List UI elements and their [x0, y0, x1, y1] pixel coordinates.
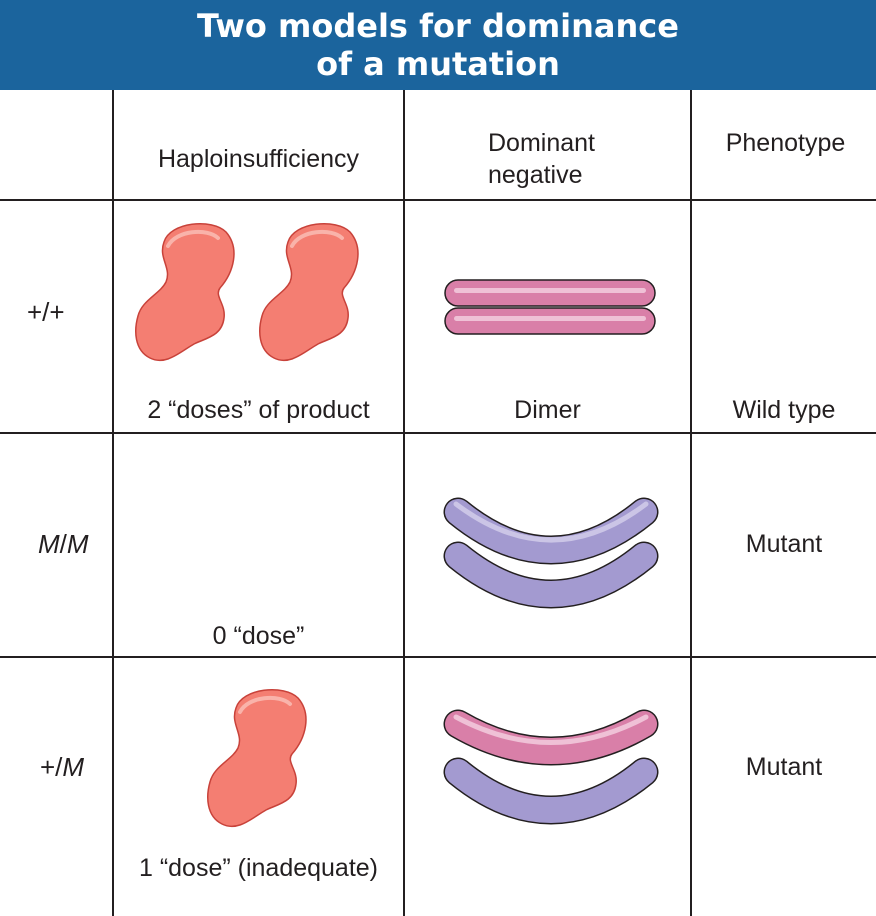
header-phenotype: Phenotype: [725, 129, 846, 157]
genotype-label-row-3: +/M: [40, 751, 112, 783]
title-banner: Two models for dominance of a mutation: [0, 0, 876, 90]
protein-blob-icon-2: [259, 222, 359, 362]
header-divider: [0, 199, 876, 201]
phenotype-row-1: Wild type: [732, 396, 836, 424]
header-haploinsufficiency: Haploinsufficiency: [157, 145, 360, 173]
header-dominant-negative-line-1: Dominant: [488, 129, 595, 157]
header-dominant-negative: Dominant negative: [405, 127, 690, 191]
phenotype-row-2: Mutant: [745, 530, 823, 558]
dose-caption-row-3: 1 “dose” (inadequate): [138, 854, 379, 882]
protein-blob-icon-3: [207, 688, 307, 828]
protein-blob-icon-1: [135, 222, 235, 362]
dose-caption-row-2: 0 “dose”: [212, 622, 305, 650]
genotype-label-row-2: M/M: [38, 528, 112, 560]
dimer-caption-row-1: Dimer: [514, 396, 581, 424]
mixed-dimer-icon: [443, 709, 659, 825]
genotype-label-row-1: +/+: [27, 297, 65, 327]
header-dominant-negative-line-2: negative: [488, 161, 583, 189]
column-divider-3: [690, 90, 692, 916]
row-divider-1: [0, 432, 876, 434]
title-line-1: Two models for dominance: [197, 7, 679, 45]
column-divider-2: [403, 90, 405, 916]
phenotype-row-3: Mutant: [745, 753, 823, 781]
column-divider-1: [112, 90, 114, 916]
wild-type-dimer-icon: [444, 279, 656, 335]
title-line-2: of a mutation: [316, 45, 560, 83]
genotype-allele-a-row-3: +/: [40, 752, 63, 782]
genotype-allele-b-row-3: M: [62, 752, 85, 782]
genotype-slash-row-2: /: [59, 529, 67, 559]
row-divider-2: [0, 656, 876, 658]
genotype-allele-b-row-2: M: [66, 529, 89, 559]
mutant-dimer-icon: [443, 497, 659, 609]
dose-caption-row-1: 2 “doses” of product: [147, 396, 370, 424]
genotype-allele-a-row-2: M: [38, 529, 60, 559]
